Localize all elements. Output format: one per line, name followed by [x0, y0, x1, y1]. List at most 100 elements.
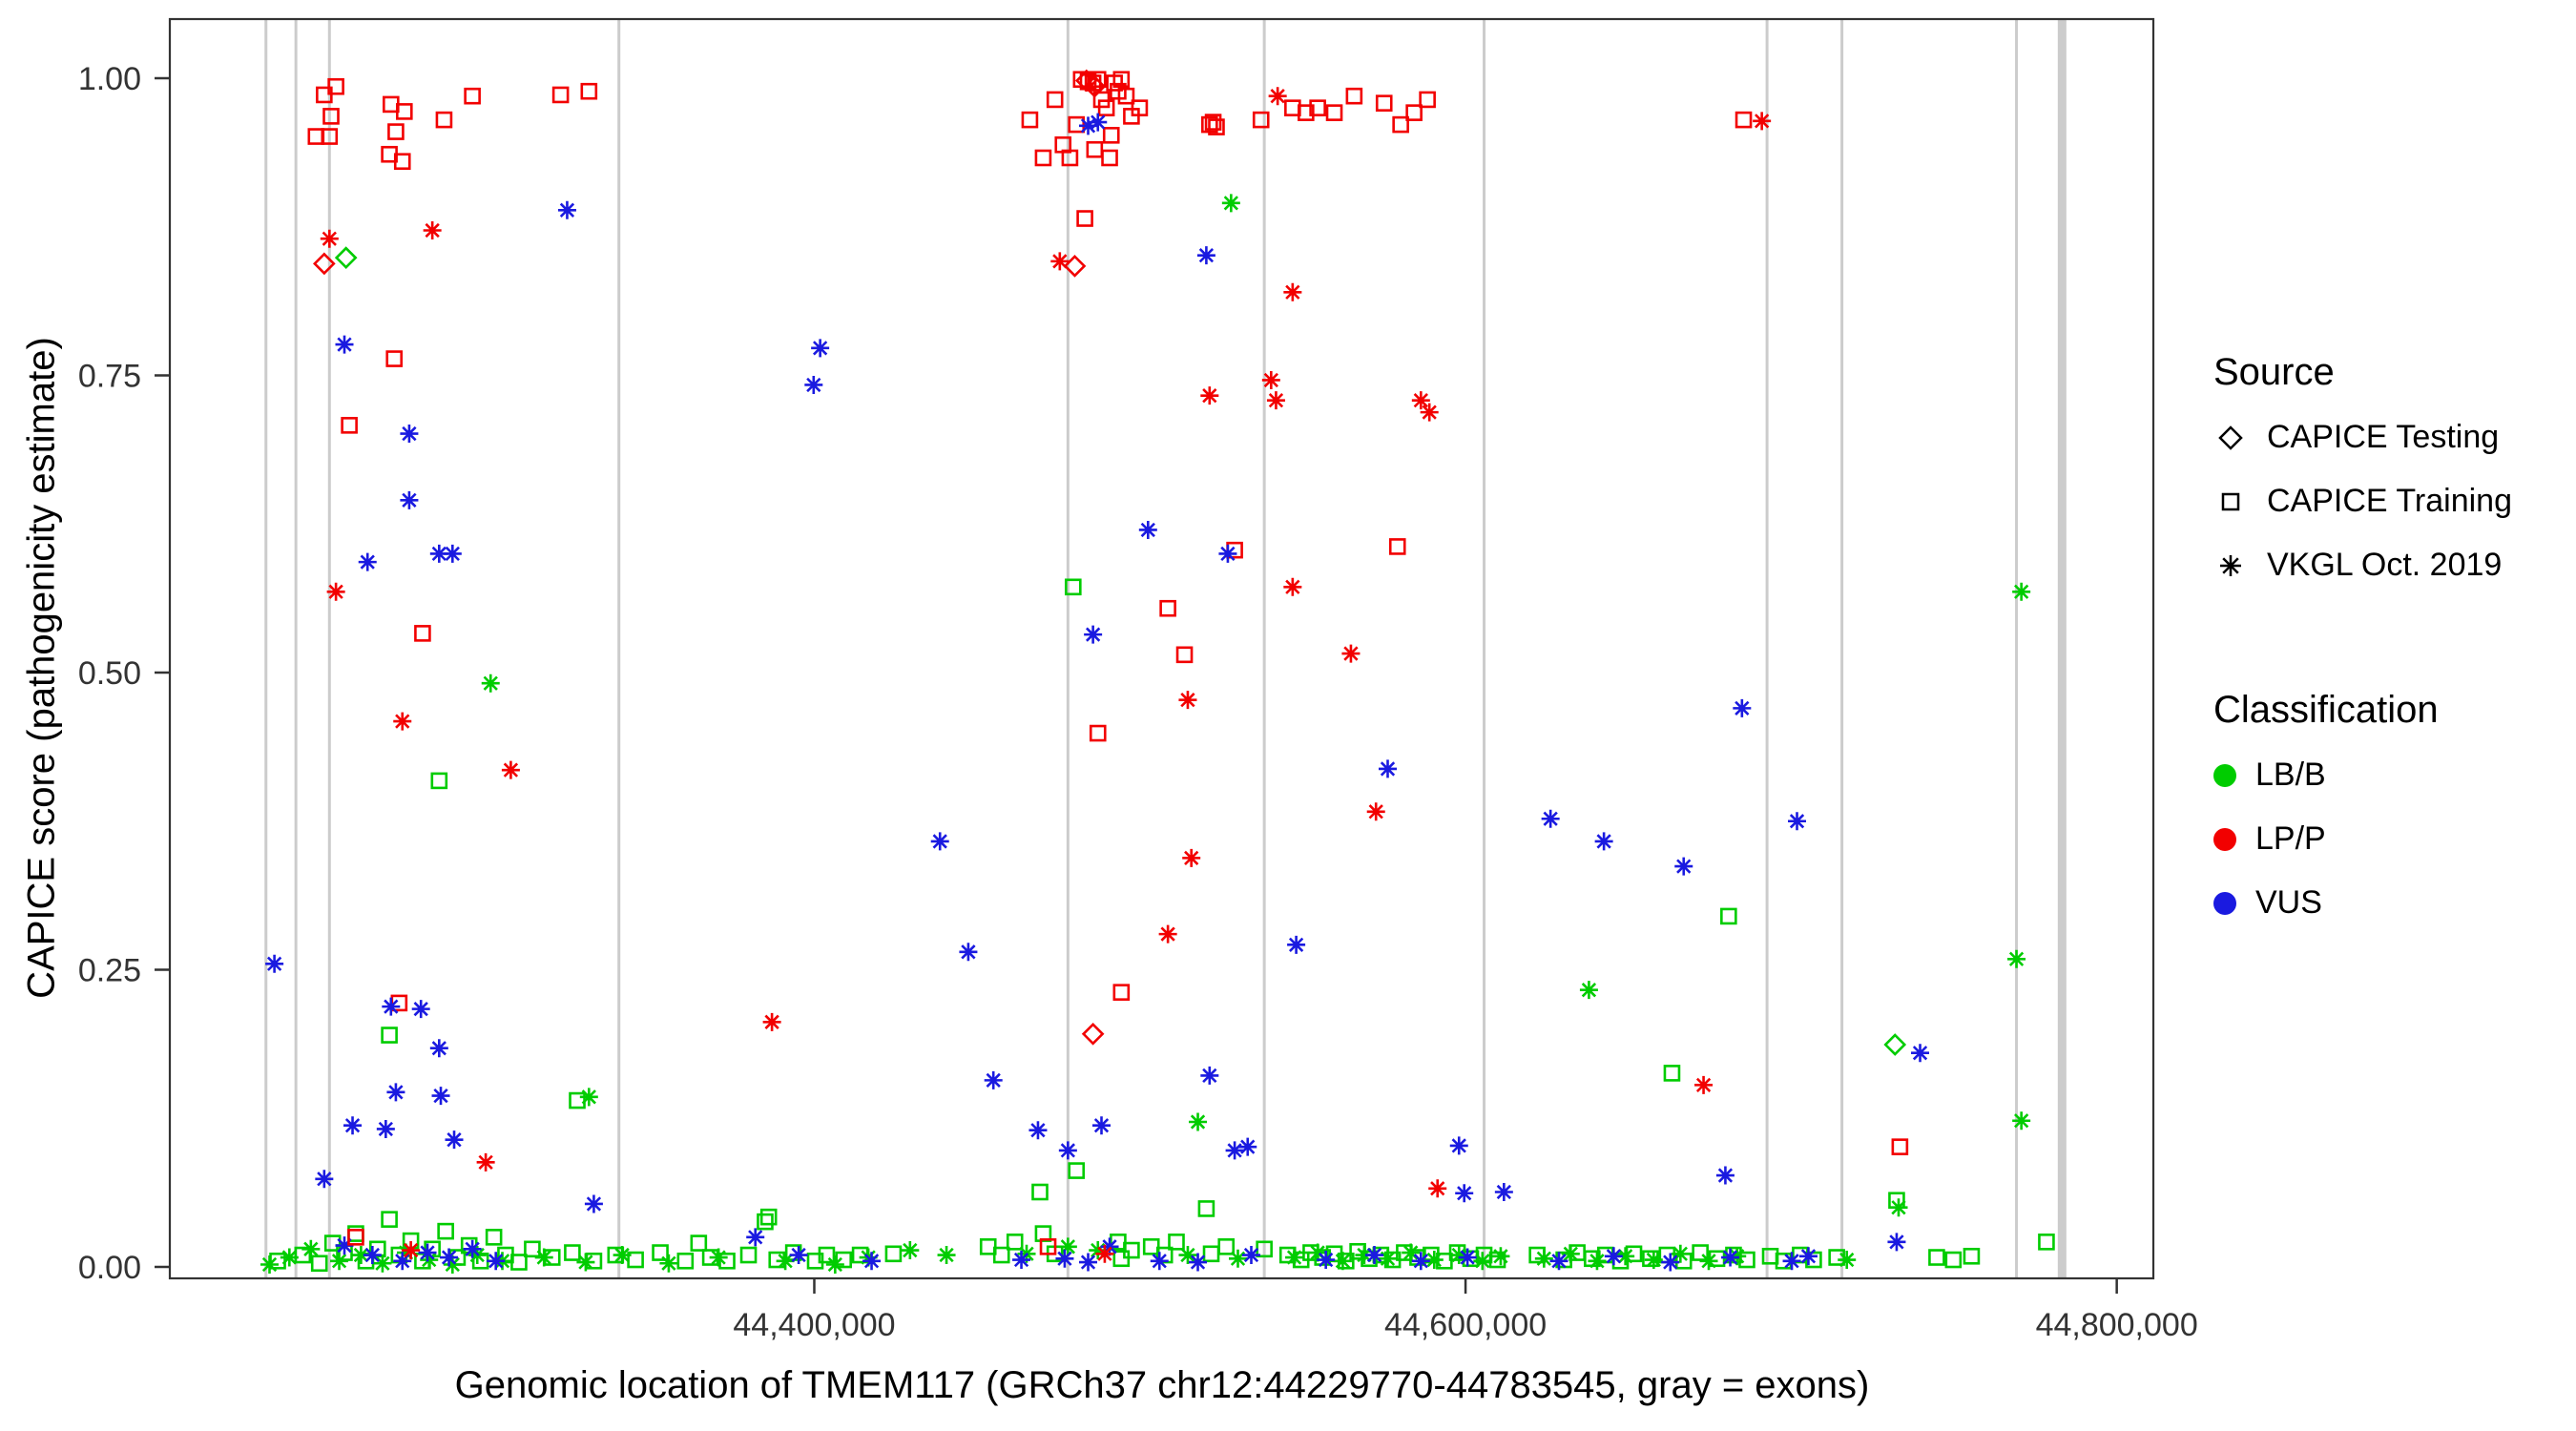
data-point-asterisk — [1594, 832, 1613, 851]
data-point-square — [992, 1246, 1010, 1264]
vus-dot-icon — [2213, 891, 2236, 915]
data-point-asterisk — [440, 1248, 459, 1267]
data-point-asterisk — [420, 1251, 439, 1270]
data-point-asterisk — [1887, 1233, 1906, 1252]
data-point-asterisk — [1189, 1112, 1208, 1131]
data-point-asterisk — [1721, 1248, 1740, 1267]
data-point-asterisk — [1178, 1246, 1197, 1265]
data-point-square — [1102, 127, 1120, 144]
data-point-asterisk — [418, 1243, 437, 1262]
data-point-asterisk — [1661, 1253, 1680, 1272]
data-point-asterisk — [1838, 1251, 1857, 1270]
data-point-asterisk — [1178, 691, 1197, 710]
data-point-asterisk — [584, 1194, 603, 1213]
data-point-asterisk — [1283, 282, 1302, 301]
data-point-diamond — [1081, 1022, 1105, 1046]
legend-label-lbb: LB/B — [2255, 757, 2326, 793]
legend-label-vkgl: VKGL Oct. 2019 — [2267, 547, 2503, 583]
data-point-asterisk — [746, 1228, 765, 1247]
data-point-asterisk — [393, 712, 412, 731]
data-point-asterisk — [1341, 644, 1361, 663]
data-point-asterisk — [776, 1252, 795, 1271]
legend-source-title: Source — [2213, 351, 2335, 393]
data-point-square — [884, 1245, 903, 1263]
data-point-square — [1345, 87, 1363, 105]
data-point-asterisk — [1287, 935, 1306, 954]
data-point-asterisk — [789, 1246, 808, 1265]
data-point-asterisk — [335, 335, 354, 354]
data-point-asterisk — [1089, 113, 1108, 132]
data-point-asterisk — [1473, 1252, 1492, 1271]
data-point-asterisk — [1158, 924, 1177, 944]
data-point-asterisk — [1333, 1252, 1352, 1271]
data-point-asterisk — [358, 552, 377, 571]
y-tick-label: 1.00 — [78, 61, 141, 97]
data-point-square — [1065, 578, 1082, 596]
x-axis-title: Genomic location of TMEM117 (GRCh37 chr1… — [454, 1364, 1870, 1406]
data-point-square — [1197, 1200, 1215, 1217]
y-axis-title: CAPICE score (pathogenicity estimate) — [20, 337, 63, 999]
data-point-square — [1298, 104, 1315, 121]
data-point-asterisk — [1616, 1247, 1635, 1266]
data-point-square — [1006, 1234, 1024, 1251]
data-point-asterisk — [2012, 1111, 2031, 1130]
data-point-square — [395, 103, 413, 120]
lbb-dot-icon — [2213, 763, 2236, 787]
data-point-asterisk — [1671, 1244, 1690, 1263]
data-point-asterisk — [1379, 1249, 1397, 1268]
panel-border — [168, 17, 2155, 1280]
data-point-asterisk — [2007, 949, 2026, 968]
data-point-square — [1419, 91, 1436, 109]
data-point-square — [1252, 111, 1270, 129]
data-point-square — [2038, 1234, 2055, 1251]
data-point-asterisk — [1798, 1247, 1818, 1266]
legend-label-capice-testing: CAPICE Testing — [2267, 419, 2500, 455]
data-point-square — [1046, 91, 1064, 109]
data-point-asterisk — [1012, 1251, 1031, 1270]
data-point-asterisk — [1089, 1241, 1108, 1260]
data-point-asterisk — [1411, 391, 1430, 410]
data-point-asterisk — [326, 582, 345, 601]
data-point-asterisk — [1449, 1136, 1468, 1155]
data-point-asterisk — [1715, 1166, 1735, 1185]
data-point-asterisk — [1458, 1248, 1477, 1267]
data-point-asterisk — [1424, 1251, 1444, 1270]
data-point-square — [387, 123, 405, 140]
data-point-square — [1375, 94, 1393, 112]
data-point-square — [464, 87, 481, 105]
data-point-asterisk — [1092, 1116, 1111, 1135]
data-point-asterisk — [1266, 391, 1285, 410]
data-point-square — [1405, 104, 1423, 121]
diamond-icon — [2218, 425, 2243, 450]
data-point-asterisk — [1229, 1249, 1248, 1268]
legend-label-lpp: LP/P — [2255, 820, 2326, 857]
data-point-square — [341, 417, 358, 434]
legend-item-vus: VUS — [2213, 884, 2512, 922]
legend-classification-title: Classification — [2213, 689, 2439, 731]
data-point-asterisk — [1285, 1248, 1304, 1267]
data-point-asterisk — [811, 339, 830, 358]
data-point-asterisk — [320, 229, 339, 248]
data-point-asterisk — [1221, 194, 1240, 213]
data-point-square — [739, 1246, 758, 1264]
data-point-diamond — [1083, 74, 1107, 98]
data-point-asterisk — [1674, 857, 1693, 876]
x-tick-label: 44,800,000 — [2036, 1307, 2198, 1343]
data-point-square — [347, 1225, 364, 1242]
legend-item-vkgl: VKGL Oct. 2019 — [2213, 547, 2512, 584]
data-point-square — [652, 1244, 669, 1261]
data-point-square — [1388, 538, 1406, 555]
data-point-square — [1175, 646, 1194, 664]
data-point-asterisk — [576, 1253, 595, 1272]
data-point-square — [569, 1091, 586, 1110]
data-point-asterisk — [1561, 1244, 1580, 1263]
data-point-square — [327, 77, 344, 95]
data-point-asterisk — [1449, 1246, 1468, 1265]
data-point-square — [1076, 210, 1093, 227]
data-point-asterisk — [1733, 698, 1752, 717]
legend-item-lpp: LP/P — [2213, 820, 2512, 858]
data-point-square — [1112, 71, 1131, 89]
data-point-square — [321, 128, 339, 145]
data-point-asterisk — [1753, 112, 1772, 131]
data-point-asterisk — [2012, 582, 2031, 601]
